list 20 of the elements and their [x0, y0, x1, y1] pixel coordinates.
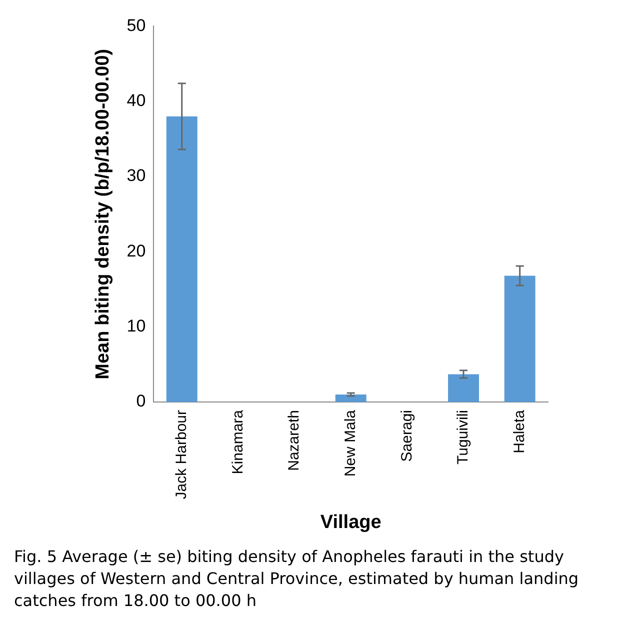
y-tick-label: 40: [126, 91, 146, 110]
y-tick-label: 10: [126, 316, 146, 336]
bar: [448, 374, 479, 402]
y-tick-label: 50: [126, 16, 146, 35]
y-tick-label: 30: [126, 166, 146, 186]
y-tick-label: 20: [126, 241, 146, 260]
x-tick-label: Jack Harbour: [173, 410, 190, 500]
x-axis-title: Village: [320, 512, 382, 533]
bar: [504, 276, 536, 402]
bar: [335, 394, 366, 402]
x-tick-label: Nazareth: [286, 410, 303, 471]
y-tick-label: 0: [136, 392, 146, 411]
x-tick-label: Haleta: [510, 409, 528, 454]
caption: Fig. 5 Average (± se) biting density of Anopheles farauti in the study villages of Western and Central Province, estimated by human landing catches from 18.00 to 00.00 h: [13, 546, 580, 612]
x-tick-label: Saeragi: [398, 410, 416, 462]
x-tick-label: Kinamara: [229, 409, 246, 474]
x-tick-label: New Mala: [342, 409, 359, 477]
x-tick-label: Tuguivili: [454, 410, 472, 464]
bar: [166, 116, 198, 402]
y-axis-title: Mean biting density (b/p/18.00-00.00): [92, 48, 114, 380]
